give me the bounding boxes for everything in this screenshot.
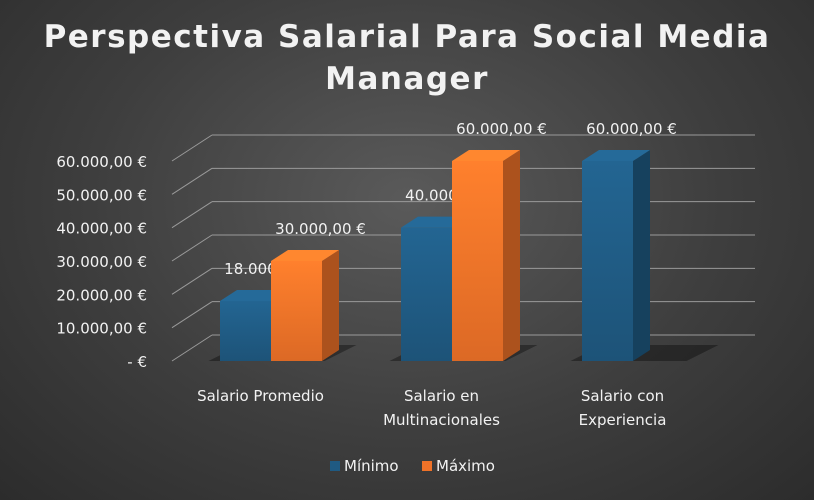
gridline-depth <box>171 301 213 329</box>
data-label: 60.000,00 € <box>456 120 547 138</box>
x-tick-label: Salario en <box>404 387 479 405</box>
gridline-depth <box>171 334 213 362</box>
y-tick-label: 20.000,00 € <box>56 286 147 304</box>
chart-title-line-1: Perspectiva Salarial Para Social Media <box>43 19 771 55</box>
gridline-depth <box>171 234 213 262</box>
gridline-depth <box>171 167 213 195</box>
chart-title: Perspectiva Salarial Para Social Media M… <box>0 16 814 100</box>
data-label: 30.000,00 € <box>275 220 366 238</box>
x-tick-label: Experiencia <box>579 411 667 429</box>
gridline-depth <box>171 201 213 229</box>
bar <box>271 261 322 361</box>
bar-top <box>452 150 520 161</box>
bar <box>452 161 503 361</box>
bar-side <box>322 250 339 361</box>
bar-side <box>503 150 520 361</box>
bar <box>401 227 452 361</box>
legend-swatch <box>330 461 340 471</box>
y-tick-label: 10.000,00 € <box>56 320 147 338</box>
y-tick-label: 60.000,00 € <box>56 153 147 171</box>
y-tick-label: 30.000,00 € <box>56 253 147 271</box>
gridline-depth <box>171 267 213 295</box>
legend-label: Mínimo <box>344 457 399 475</box>
data-label: 60.000,00 € <box>586 120 677 138</box>
chart-title-line-2: Manager <box>325 61 489 97</box>
y-tick-label: - € <box>127 353 147 371</box>
y-tick-label: 50.000,00 € <box>56 186 147 204</box>
x-tick-label: Salario Promedio <box>197 387 324 405</box>
x-tick-label: Salario con <box>581 387 664 405</box>
legend-label: Máximo <box>436 457 495 475</box>
gridline-depth <box>171 134 213 162</box>
bar <box>220 301 271 361</box>
bar <box>582 161 633 361</box>
bar-top <box>271 250 339 261</box>
legend-swatch <box>422 461 432 471</box>
x-tick-label: Multinacionales <box>383 411 500 429</box>
y-tick-label: 40.000,00 € <box>56 220 147 238</box>
bar-top <box>582 150 650 161</box>
bar-side <box>633 150 650 361</box>
